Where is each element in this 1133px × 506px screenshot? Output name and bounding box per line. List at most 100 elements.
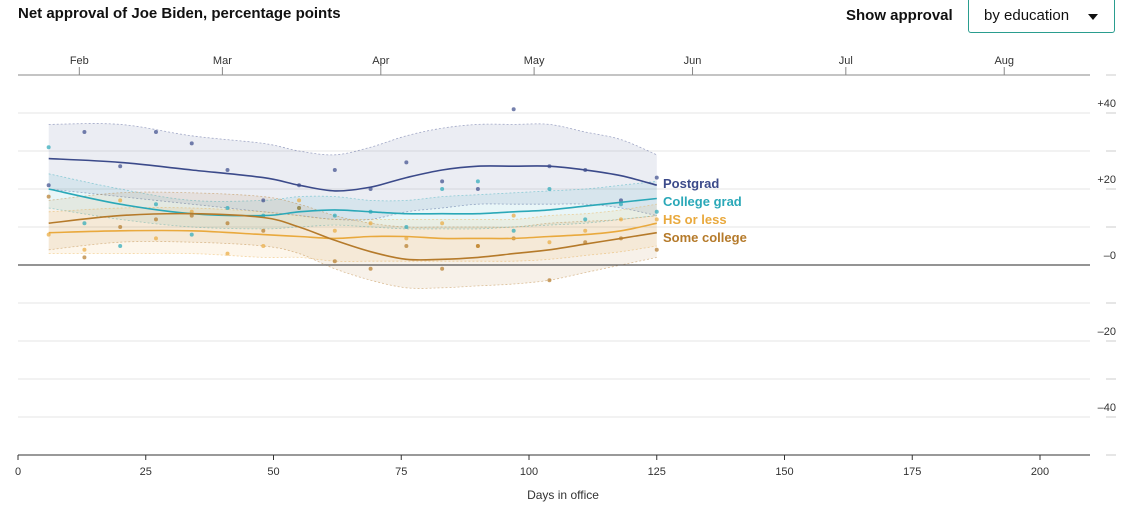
series-label: HS or less [663,212,727,227]
band-upper-edge [48,173,657,202]
data-point [404,236,409,241]
month-tick-label: Feb [70,55,89,67]
data-point [547,187,552,191]
data-point [189,209,194,214]
data-point [332,168,337,172]
data-point [654,175,659,180]
series-line [48,212,657,261]
month-tick-label: May [524,55,545,67]
data-point [440,266,445,271]
data-point [261,228,266,233]
band-lower-edge [48,188,657,221]
data-point [404,225,409,229]
x-tick-label: 200 [1031,466,1049,478]
data-point [654,209,659,214]
data-point [654,247,659,252]
data-point [82,130,87,134]
band-upper-edge [48,123,657,156]
show-approval-label: Show approval [846,7,953,24]
month-tick-label: Mar [213,55,232,67]
data-point [332,228,337,233]
data-point [440,187,445,191]
data-point [440,179,445,184]
data-point [261,244,266,248]
month-tick-label: Apr [372,55,389,67]
data-point [368,266,373,271]
data-point [225,206,230,210]
x-tick-label: 75 [395,466,407,478]
x-tick-label: 100 [520,466,538,478]
data-point [46,232,51,237]
data-point [153,236,158,241]
data-point [118,225,123,229]
data-point [46,194,51,199]
y-tick-label: –0 [1104,250,1116,262]
confidence-band [48,123,657,221]
data-point [368,221,373,226]
band-lower-edge [48,207,657,230]
data-point [82,221,87,226]
month-tick-label: Jun [684,55,702,67]
series-label: Postgrad [663,176,719,191]
x-axis-label: Days in office [527,488,599,502]
data-point [225,221,230,226]
data-point [297,206,302,210]
x-tick-label: 175 [903,466,921,478]
data-point [153,217,158,222]
confidence-band [48,173,657,230]
x-tick-label: 125 [648,466,666,478]
month-tick-label: Jul [839,55,853,67]
confidence-band [48,192,657,289]
data-point [46,145,51,150]
series-line [48,222,657,240]
data-point [189,213,194,218]
data-point [511,213,516,218]
data-point [189,141,194,146]
x-tick-label: 0 [15,466,21,478]
y-tick-label: +20 [1097,174,1116,186]
data-point [475,179,480,184]
band-upper-edge [48,203,657,221]
data-point [404,160,409,165]
x-tick-label: 50 [267,466,279,478]
x-tick-label: 150 [775,466,793,478]
data-point [475,187,480,191]
series-label: College grad [663,194,742,209]
series-label: Some college [663,230,747,245]
data-point [118,198,123,203]
data-point [440,221,445,226]
chevron-down-icon [1088,14,1098,20]
data-point [511,228,516,233]
data-point [153,130,158,134]
select-value: by education [984,7,1070,24]
data-point [46,183,51,188]
data-point [332,259,337,264]
data-point [332,213,337,218]
confidence-band [48,204,657,262]
y-tick-label: –40 [1098,402,1116,414]
education-select[interactable]: by education [968,0,1115,33]
data-point [189,232,194,237]
month-tick-label: Aug [994,55,1014,67]
data-point [654,217,659,222]
x-tick-label: 25 [140,466,152,478]
data-point [82,247,87,252]
data-point [225,168,230,172]
y-tick-label: +40 [1097,98,1116,110]
data-point [404,244,409,248]
data-point [297,198,302,203]
y-tick-label: –20 [1098,326,1116,338]
data-point [153,202,158,207]
data-point [475,244,480,248]
data-point [225,251,230,256]
data-point [583,228,588,233]
series-line [48,157,658,192]
data-point [547,240,552,245]
chart-title: Net approval of Joe Biden, percentage po… [18,5,341,22]
data-point [82,255,87,260]
data-point [118,244,123,248]
band-upper-edge [48,191,657,228]
data-point [511,107,516,112]
data-point [618,217,623,222]
